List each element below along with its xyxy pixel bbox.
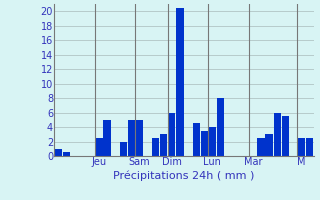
Bar (282, 116, 289, 156)
X-axis label: Précipitations 24h ( mm ): Précipitations 24h ( mm ) (113, 170, 255, 181)
Bar (201, 131, 208, 156)
Bar (193, 123, 200, 156)
Bar (257, 138, 265, 156)
Bar (209, 127, 216, 156)
Bar (265, 134, 273, 156)
Bar (95, 138, 103, 156)
Bar (176, 8, 184, 156)
Bar (63, 152, 70, 156)
Bar (152, 138, 159, 156)
Bar (298, 138, 305, 156)
Bar (128, 120, 135, 156)
Bar (136, 120, 143, 156)
Bar (274, 113, 281, 156)
Bar (306, 138, 313, 156)
Bar (120, 142, 127, 156)
Bar (217, 98, 224, 156)
Bar (55, 149, 62, 156)
Bar (103, 120, 111, 156)
Bar (160, 134, 167, 156)
Bar (168, 113, 175, 156)
